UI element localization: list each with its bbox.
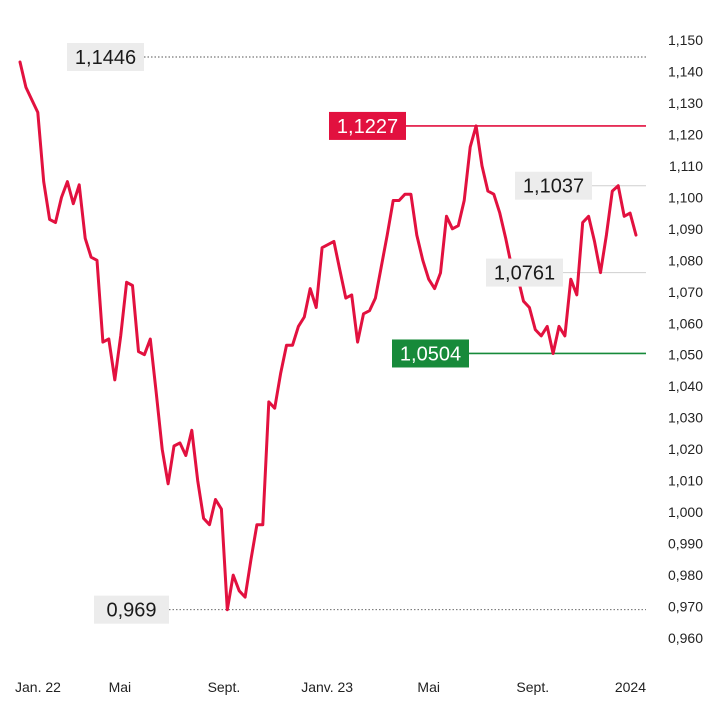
y-tick-label: 1,090 [668,221,703,237]
y-tick-label: 0,970 [668,599,703,615]
callout-label: 1,1227 [337,116,398,138]
y-tick-label: 1,140 [668,63,703,79]
value-callout: 1,1037 [515,171,592,200]
y-tick-label: 1,050 [668,347,703,363]
y-tick-label: 1,120 [668,126,703,142]
y-tick-label: 1,060 [668,315,703,331]
x-tick-label: Jan. 22 [15,679,61,695]
reference-lines [144,56,646,611]
y-tick-label: 1,100 [668,189,703,205]
x-tick-label: Mai [417,679,440,695]
value-callout: 1,1227 [329,111,406,140]
callout-badge [392,339,469,368]
value-callout: 1,0504 [392,339,469,368]
callout-label: 1,1446 [75,47,136,69]
x-tick-label: Sept. [516,679,549,695]
callouts: 1,1446 1,1227 1,1037 1,0761 1,0504 0,969 [67,42,592,624]
x-tick-label: Janv. 23 [301,679,353,695]
callout-label: 1,0504 [400,343,461,365]
series-group [18,60,638,612]
x-axis: Jan. 22 Mai Sept. Janv. 23 Mai Sept. 2024 [15,679,646,695]
y-tick-label: 1,010 [668,473,703,489]
x-tick-label: Mai [109,679,132,695]
y-tick-label: 1,130 [668,95,703,111]
y-tick-label: 0,980 [668,567,703,583]
y-tick-label: 1,110 [669,158,703,174]
y-tick-label: 1,030 [668,410,703,426]
y-tick-label: 1,070 [668,284,703,300]
callout-badge [515,171,592,200]
x-tick-label: 2024 [615,679,646,695]
y-tick-label: 1,080 [668,252,703,268]
x-tick-label: Sept. [208,679,241,695]
y-tick-label: 0,960 [668,630,703,646]
callout-badge [67,42,144,71]
y-tick-label: 1,150 [668,32,703,48]
y-tick-label: 1,000 [668,504,703,520]
callout-label: 1,0761 [494,263,555,285]
callout-label: 0,969 [106,600,156,622]
value-callout: 1,0761 [486,258,563,287]
callout-badge [486,258,563,287]
y-tick-label: 1,040 [668,378,703,394]
series-line [18,60,638,612]
callout-label: 1,1037 [523,176,584,198]
y-axis: 1,150 1,140 1,130 1,120 1,110 1,100 1,090 1,080… [668,32,703,646]
callout-badge [94,595,169,624]
y-tick-label: 0,990 [668,536,703,552]
y-tick-label: 1,020 [668,441,703,457]
value-callout: 0,969 [94,595,169,624]
value-callout: 1,1446 [67,42,144,71]
callout-badge [329,111,406,140]
